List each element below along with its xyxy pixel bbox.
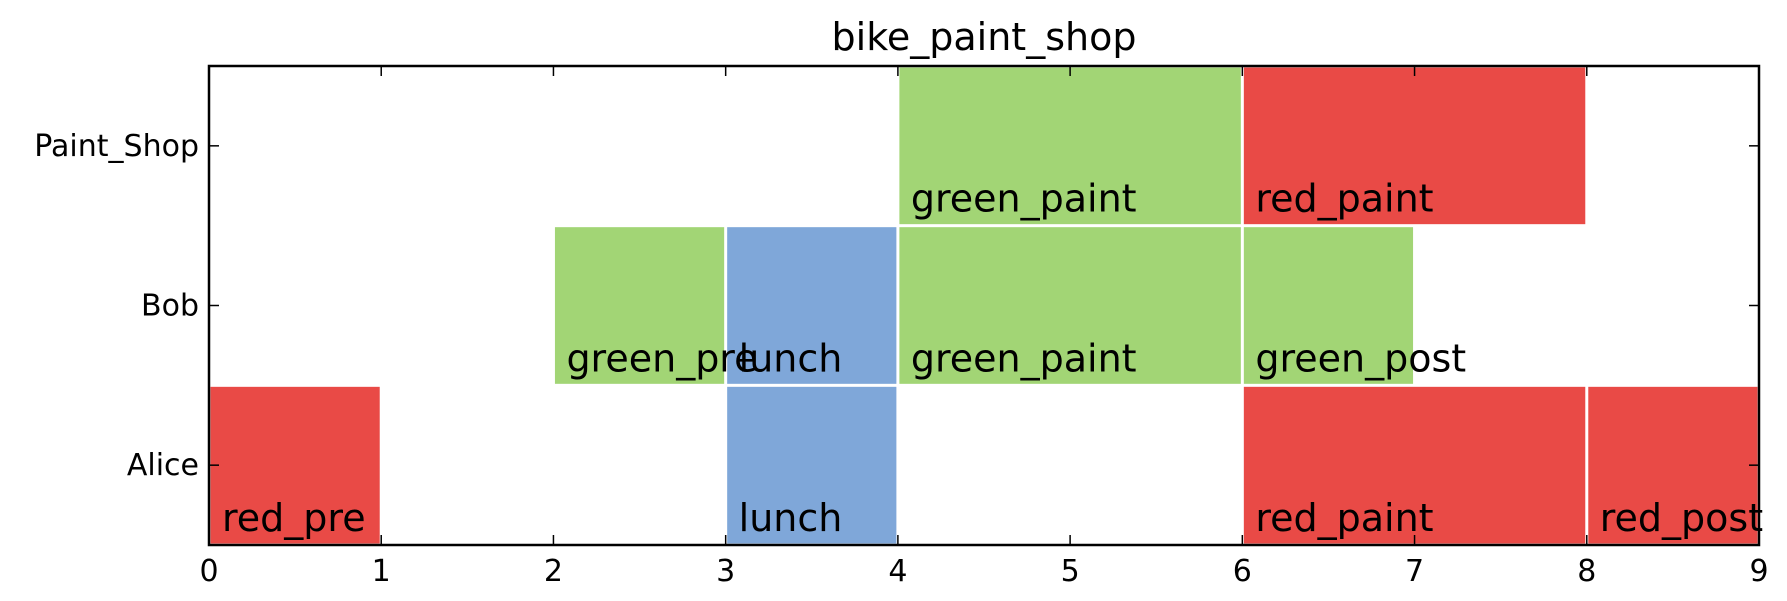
x-tick-label: 5 (1061, 554, 1080, 589)
task-bar-red-post (1588, 386, 1758, 544)
task-bar-lunch (727, 386, 897, 544)
x-tick-label: 7 (1405, 554, 1424, 589)
task-bar-green-pre (554, 227, 725, 384)
task-label: lunch (739, 336, 843, 380)
task-label: red_pre (222, 496, 366, 540)
task-label: green_paint (911, 177, 1137, 221)
task-label: red_post (1600, 496, 1763, 540)
y-tick-label: Paint_Shop (34, 129, 199, 164)
x-tick-label: 6 (1233, 554, 1252, 589)
y-tick-labels: Paint_Shop Bob Alice (34, 129, 199, 483)
task-label: red_paint (1255, 496, 1433, 540)
task-bar-red-paint (1243, 386, 1586, 544)
chart-title: bike_paint_shop (832, 15, 1137, 59)
task-bar-green-post (1243, 227, 1414, 384)
x-tick-labels: 0 1 2 3 4 5 6 7 8 9 (199, 554, 1768, 589)
x-tick-label: 0 (199, 554, 218, 589)
axis-ticks (209, 66, 1759, 545)
x-tick-label: 2 (544, 554, 563, 589)
task-bar-lunch (727, 227, 897, 384)
task-label: lunch (739, 496, 843, 540)
task-bar-green-paint (899, 67, 1241, 225)
y-tick-label: Bob (141, 289, 199, 324)
x-tick-label: 3 (716, 554, 735, 589)
task-bars (210, 67, 1758, 544)
y-tick-label: Alice (127, 448, 199, 483)
x-tick-label: 4 (888, 554, 907, 589)
x-tick-label: 9 (1749, 554, 1768, 589)
task-bar-red-pre (210, 386, 380, 544)
task-bar-red-paint (1243, 67, 1586, 225)
task-bar-green-paint (899, 227, 1241, 384)
task-label: green_paint (911, 336, 1137, 380)
x-tick-label: 1 (372, 554, 391, 589)
task-label: green_post (1255, 336, 1466, 380)
task-label: red_paint (1255, 177, 1433, 221)
x-tick-label: 8 (1577, 554, 1596, 589)
task-label: green_pre (566, 336, 757, 380)
